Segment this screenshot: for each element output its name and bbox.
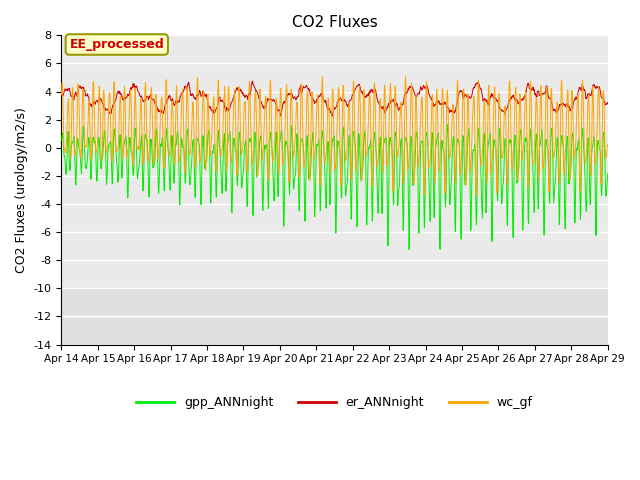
Title: CO2 Fluxes: CO2 Fluxes	[292, 15, 378, 30]
Bar	[61, 36, 608, 288]
Y-axis label: CO2 Fluxes (urology/m2/s): CO2 Fluxes (urology/m2/s)	[15, 107, 28, 273]
Text: EE_processed: EE_processed	[69, 38, 164, 51]
Legend: gpp_ANNnight, er_ANNnight, wc_gf: gpp_ANNnight, er_ANNnight, wc_gf	[131, 391, 538, 414]
